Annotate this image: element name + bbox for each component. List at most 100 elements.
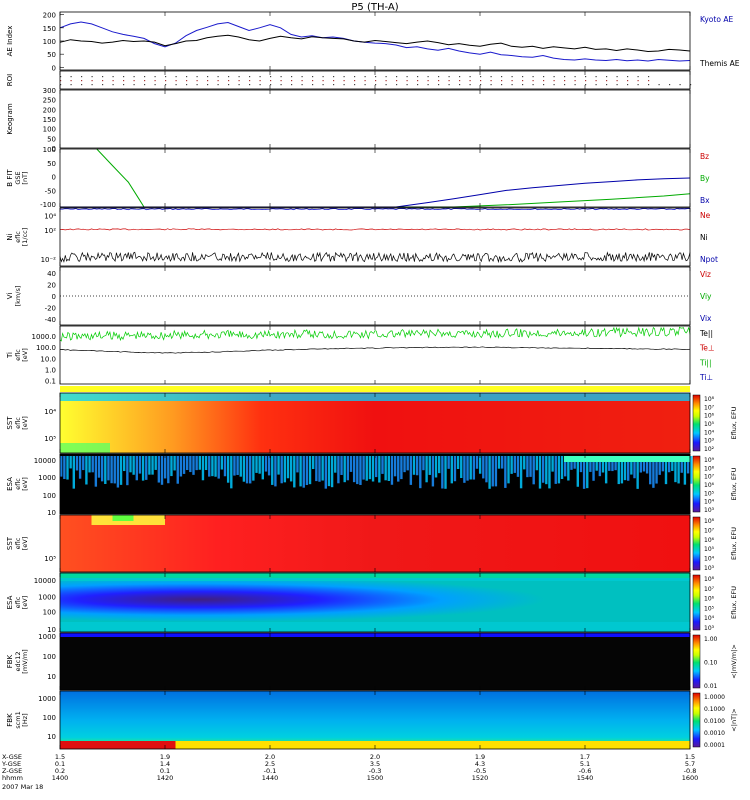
roi-dot: [648, 84, 650, 86]
esa-eflux-column: [75, 456, 79, 471]
esa-eflux-column: [151, 456, 154, 475]
esa-eflux-column: [378, 456, 381, 483]
ylabel-sst_eflux: SST: [6, 416, 14, 430]
roi-dot: [448, 80, 450, 82]
esa-eflux-column: [283, 456, 287, 483]
colorbar-tick-sst_eflux: 10²: [704, 446, 715, 453]
esa-eflux-column: [564, 456, 567, 477]
esa-eflux-column: [519, 456, 523, 489]
esa-eflux-column: [630, 456, 633, 475]
roi-dot: [375, 84, 377, 86]
roi-dot: [175, 84, 177, 86]
time-tick-label: 1400: [52, 774, 69, 782]
ytick-fbk_edc: 1000: [38, 633, 56, 641]
roi-dot: [144, 76, 146, 78]
roi-dot: [459, 80, 461, 82]
roi-dot: [585, 76, 587, 78]
esa-eflux-column: [362, 456, 365, 480]
esa-eflux-column: [661, 456, 665, 472]
roi-dot: [438, 80, 440, 82]
time-tick-label: 1420: [157, 774, 174, 782]
ytick-bfit: -100: [40, 201, 56, 209]
roi-dot: [606, 76, 608, 78]
ephemeris-value: 1.7: [580, 753, 590, 761]
ylabel-sub-fbk_edc: [mV/m]: [21, 649, 29, 673]
ytick-sst_ion: 10⁵: [44, 555, 56, 563]
colorbar-tick-sst_ion: 10⁴: [704, 556, 715, 563]
roi-dot: [259, 76, 261, 78]
esa-eflux-column: [264, 456, 268, 472]
noise-ni-ne: [59, 228, 691, 231]
esa-eflux-column: [289, 456, 293, 482]
roi-dot: [165, 76, 167, 78]
roi-dot: [364, 84, 366, 86]
ylabel-esa_eflux: ESA: [6, 477, 14, 491]
esa-eflux-column: [271, 456, 274, 485]
esa-eflux-column: [305, 456, 309, 486]
ephemeris-label: Z-GSE: [2, 767, 22, 775]
roi-dot: [417, 76, 419, 78]
roi-dot: [238, 80, 240, 82]
ytick-fbk_edc: 10: [47, 673, 56, 681]
esa-eflux-column: [85, 456, 88, 485]
esa-eflux-column: [538, 456, 542, 489]
esa-eflux-column: [274, 456, 277, 487]
esa-eflux-column: [201, 456, 205, 481]
roi-dot: [280, 80, 282, 82]
time-tick-label: 1520: [472, 774, 489, 782]
ytick-ae: 150: [43, 25, 56, 33]
esa-eflux-column: [63, 456, 66, 480]
roi-dot: [522, 84, 524, 86]
colorbar-tick-esa_eflux: 10⁴: [704, 499, 715, 506]
ephemeris-value: -0.1: [264, 767, 277, 775]
ytick-esa_eflux: 10000: [34, 457, 56, 465]
ylabel-ti: Ti: [6, 352, 14, 359]
legend-vi-1: Viy: [700, 292, 712, 301]
esa-eflux-column: [494, 456, 498, 487]
roi-dot: [133, 84, 135, 86]
esa-eflux-column: [60, 456, 63, 477]
esa-eflux-column: [371, 456, 375, 482]
ylabel-sub-esa_ion: eflc: [14, 596, 22, 608]
ylabel-sub-vi: [km/s]: [14, 286, 22, 307]
ytick-esa_ion: 100: [43, 608, 56, 616]
ephemeris-value: 2.0: [370, 753, 380, 761]
esa-eflux-column: [567, 456, 570, 481]
esa-eflux-column: [330, 456, 334, 488]
esa-eflux-column: [189, 456, 192, 473]
roi-dot: [133, 80, 135, 82]
ephemeris-value: 1.5: [685, 753, 695, 761]
colorbar-tick-sst_eflux: 10⁵: [704, 421, 715, 428]
ylabel-sub-fbk_scm: scm1: [14, 711, 22, 728]
roi-dot: [396, 80, 398, 82]
esa-eflux-column: [267, 456, 271, 476]
esa-eflux-column: [523, 456, 526, 470]
esa-eflux-column: [636, 456, 639, 489]
esa-eflux-column: [204, 456, 208, 471]
ytick-bfit: 50: [47, 160, 56, 168]
roi-dot: [154, 80, 156, 82]
roi-dot: [543, 84, 545, 86]
roi-dot: [469, 84, 471, 86]
fbk-scm-yellow: [175, 741, 690, 749]
ephemeris-value: 1.5: [55, 753, 65, 761]
esa-eflux-column: [485, 456, 488, 483]
roi-dot: [154, 76, 156, 78]
ytick-vi: 0: [52, 293, 56, 301]
legend-ti-0: Te||: [699, 329, 713, 338]
colorbar-tick-fbk_edc: 0.10: [704, 660, 718, 667]
ytick-bfit: -50: [45, 187, 56, 195]
esa-eflux-column: [349, 456, 353, 472]
roi-dot: [207, 80, 209, 82]
esa-eflux-column: [160, 456, 164, 485]
esa-eflux-column: [642, 456, 646, 472]
roi-dot: [207, 84, 209, 86]
esa-eflux-column: [460, 456, 463, 479]
colorbar-tick-esa_ion: 10⁴: [704, 615, 715, 622]
esa-eflux-column: [132, 456, 135, 475]
esa-eflux-column: [384, 456, 387, 481]
roi-dot: [291, 80, 293, 82]
roi-dot: [91, 80, 93, 82]
ytick-ni: 10⁻²: [41, 256, 57, 264]
roi-dot: [154, 84, 156, 86]
